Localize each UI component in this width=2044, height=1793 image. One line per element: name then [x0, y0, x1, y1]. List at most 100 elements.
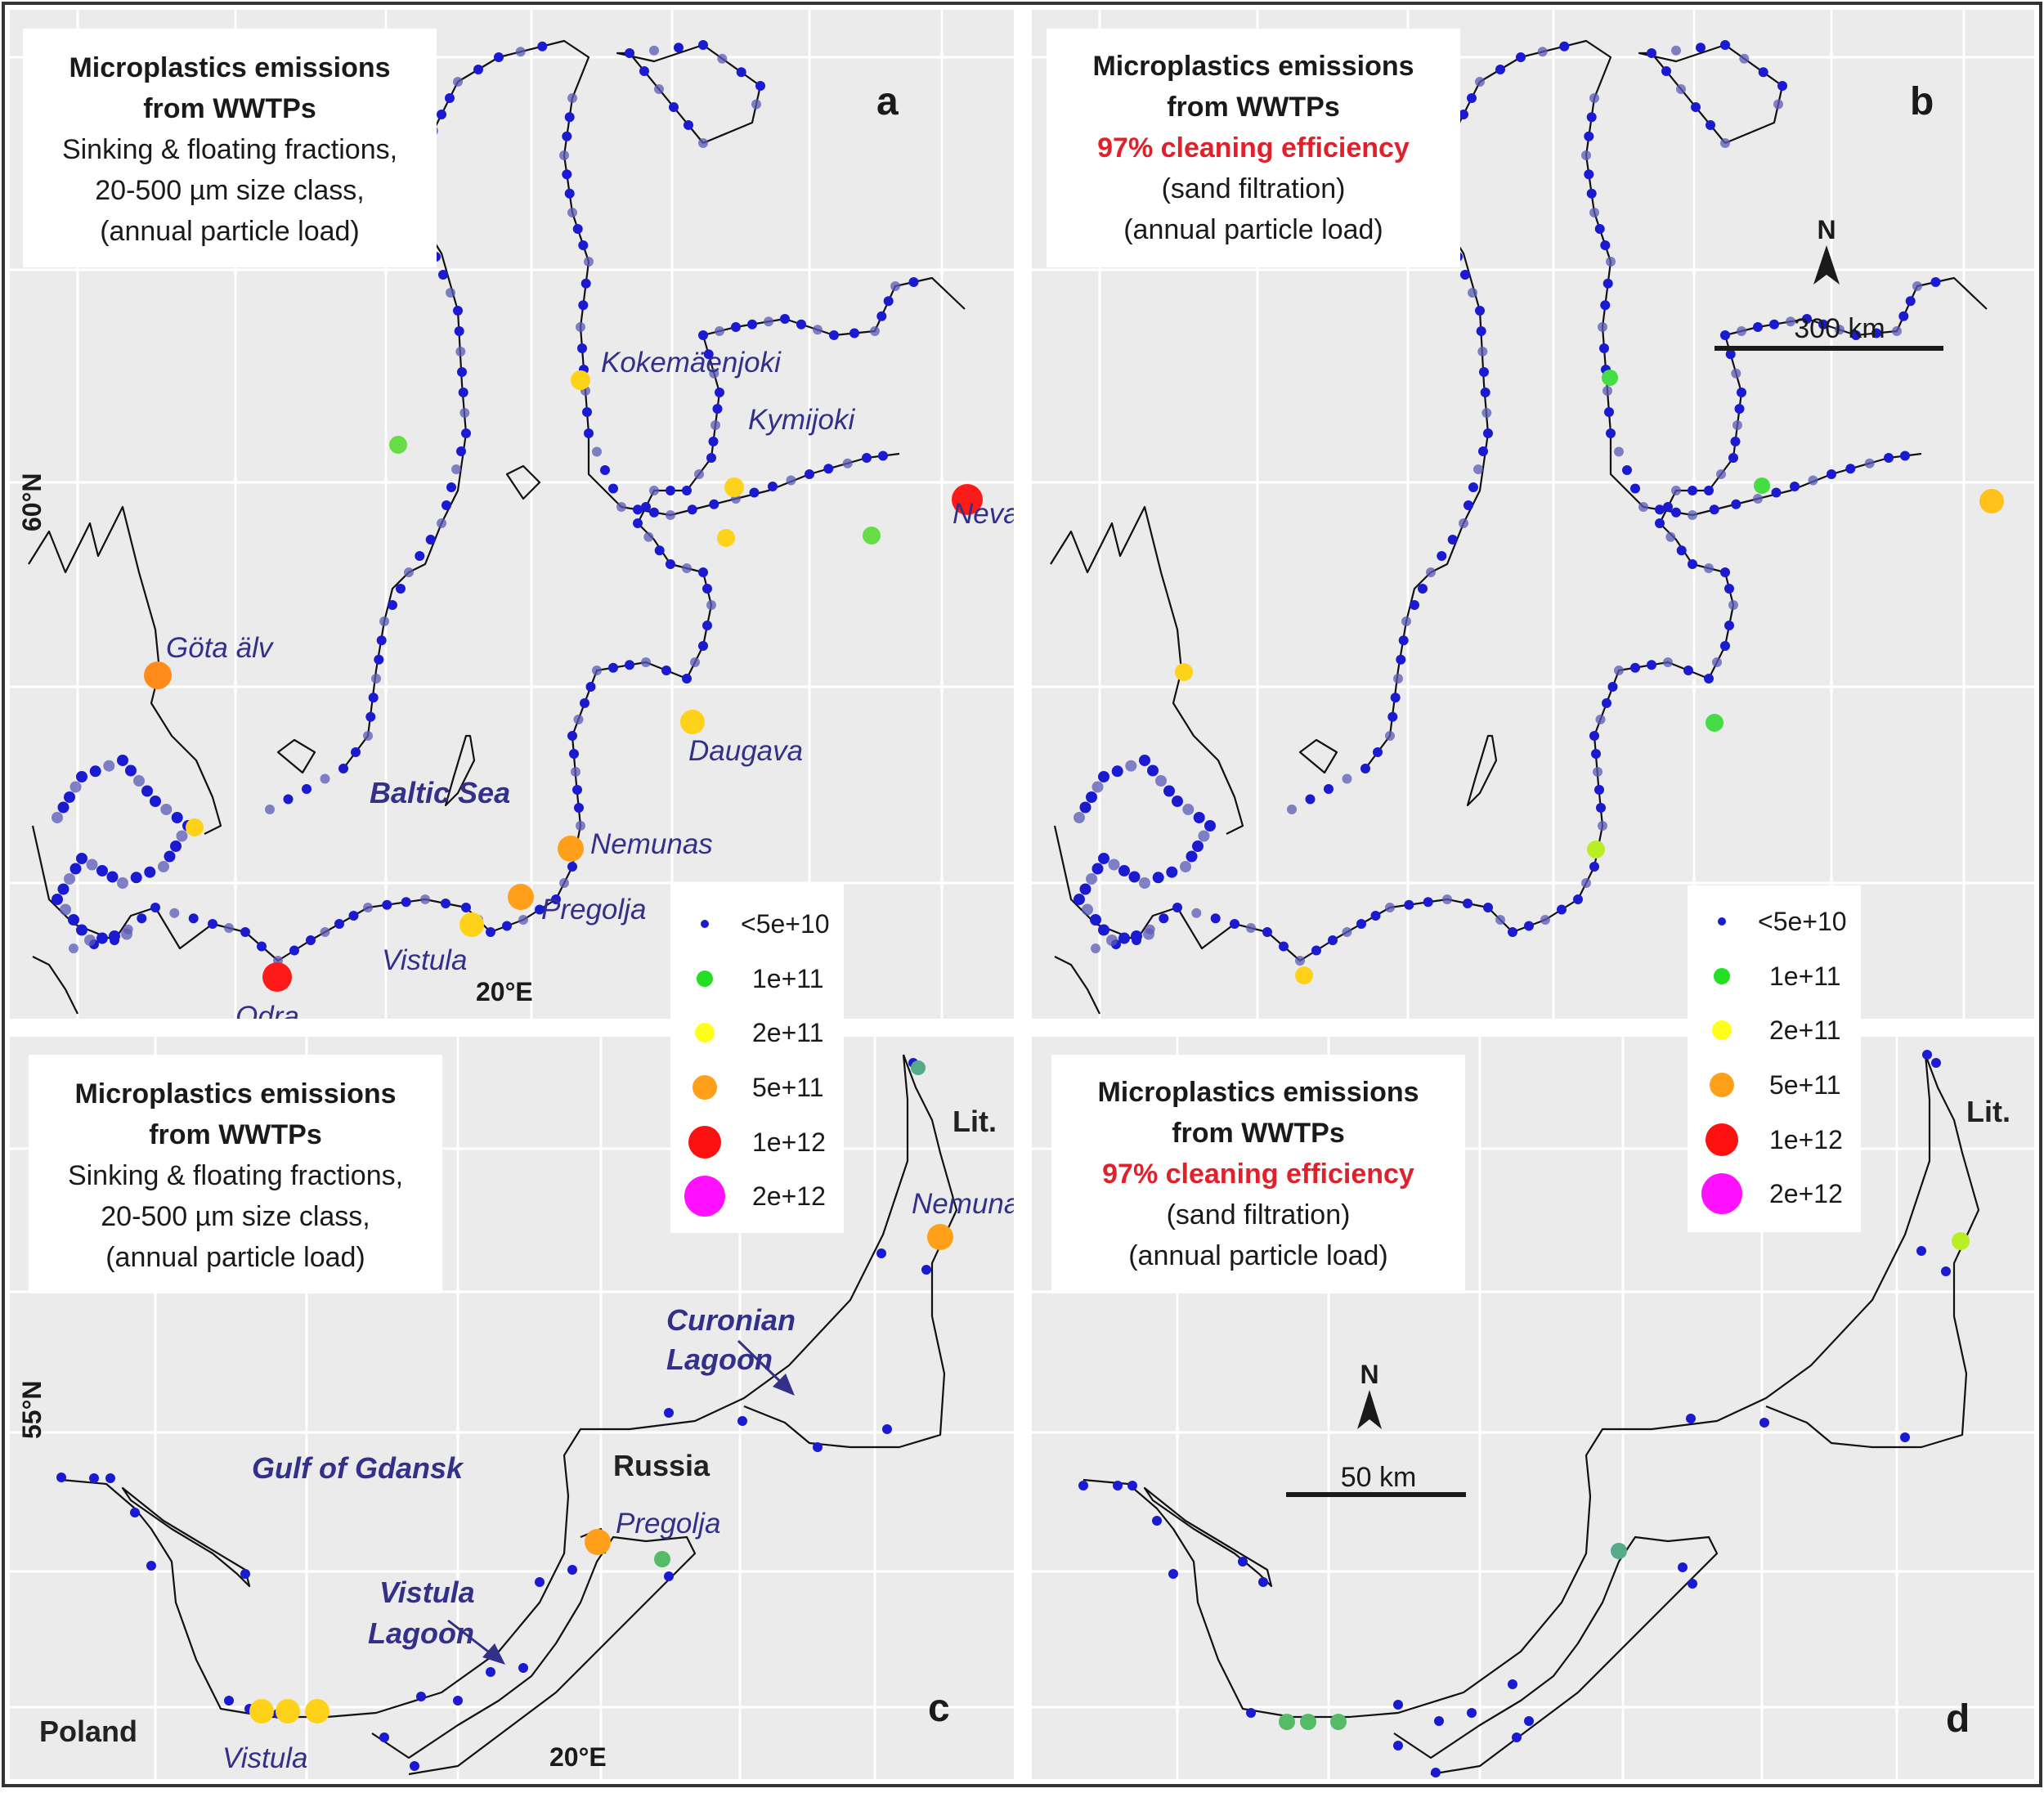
wwtp-marker	[1305, 794, 1316, 805]
wwtp-marker	[1557, 904, 1567, 915]
wwtp-marker	[890, 281, 900, 291]
wwtp-marker	[415, 551, 425, 561]
wwtp-marker	[600, 465, 610, 475]
wwtp-marker	[1663, 657, 1673, 667]
wwtp-marker	[780, 314, 790, 324]
wwtp-marker	[715, 388, 724, 397]
wwtp-marker	[1777, 81, 1787, 91]
panel-b-wwtp-markers	[1074, 40, 1941, 966]
wwtp-marker	[567, 93, 577, 103]
panel-c-labels: Lit. Nemunas Curonian Lagoon Gulf of Gda…	[17, 1105, 1014, 1774]
wwtp-marker	[1118, 865, 1130, 876]
wwtp-marker	[1600, 300, 1611, 311]
wwtp-marker	[1731, 368, 1741, 379]
wwtp-marker	[1192, 840, 1204, 852]
panel-letter-a: a	[876, 80, 899, 123]
wwtp-marker	[567, 208, 577, 217]
wwtp-marker	[437, 110, 446, 119]
wwtp-marker	[715, 326, 724, 336]
wwtp-marker	[176, 830, 188, 842]
marker-kokemaenjoki	[571, 370, 590, 390]
wwtp-marker	[664, 1408, 674, 1418]
wwtp-marker	[641, 657, 651, 667]
wwtp-marker	[121, 928, 132, 940]
legend-swatch-5	[1706, 1123, 1738, 1156]
wwtp-marker	[117, 755, 128, 766]
marker-kymijoki	[724, 477, 744, 497]
wwtp-marker	[169, 908, 180, 918]
wwtp-marker	[1476, 326, 1486, 336]
marker-green	[1300, 1714, 1316, 1730]
wwtp-marker	[1581, 878, 1591, 888]
wwtp-marker	[453, 77, 463, 87]
panel-b-large-markers	[1175, 370, 2004, 984]
wwtp-marker	[1683, 666, 1693, 675]
wwtp-marker	[535, 1577, 545, 1587]
wwtp-marker	[1074, 812, 1085, 823]
subtitle-line-3: (annual particle load)	[100, 216, 360, 247]
wwtp-marker	[574, 803, 584, 813]
wwtp-marker	[578, 300, 589, 311]
wwtp-marker	[1835, 325, 1845, 335]
wwtp-marker	[368, 693, 379, 703]
wwtp-marker	[649, 45, 659, 56]
wwtp-marker	[1186, 850, 1198, 863]
title-line-2: from WWTPs	[143, 93, 316, 124]
wwtp-marker	[1696, 43, 1706, 53]
wwtp-marker	[1663, 502, 1673, 512]
wwtp-marker	[1671, 45, 1681, 56]
panel-d-labels: Lit. d	[1946, 1095, 2010, 1741]
wwtp-marker	[473, 65, 483, 74]
wwtp-marker	[1931, 1058, 1941, 1068]
wwtp-marker	[461, 428, 471, 438]
panel-c-large-markers	[249, 1060, 953, 1724]
wwtp-marker	[1279, 941, 1289, 952]
wwtp-marker	[376, 635, 387, 646]
wwtp-marker	[690, 657, 700, 667]
wwtp-marker	[1591, 749, 1601, 759]
wwtp-marker	[486, 1667, 495, 1677]
wwtp-marker	[654, 545, 665, 556]
axis-label-lat: 55°N	[17, 1381, 47, 1440]
wwtp-marker	[1127, 1481, 1137, 1490]
wwtp-marker	[1671, 486, 1681, 495]
wwtp-marker	[1113, 1481, 1123, 1490]
wwtp-marker	[625, 660, 634, 670]
panel-d: N 50 km Lit. d Microplastics emissions f…	[1032, 1037, 2034, 1779]
wwtp-marker	[455, 347, 466, 356]
label-poland: Poland	[39, 1715, 137, 1748]
wwtp-marker	[1180, 861, 1191, 872]
wwtp-marker	[592, 666, 602, 675]
label-neva: Neva	[953, 498, 1020, 530]
wwtp-marker	[1671, 507, 1681, 518]
wwtp-marker	[320, 927, 330, 937]
wwtp-marker	[137, 913, 147, 924]
efficiency-line: 97% cleaning efficiency	[1102, 1159, 1414, 1190]
wwtp-marker	[616, 502, 626, 512]
marker-green	[911, 1060, 926, 1075]
wwtp-marker	[633, 518, 643, 528]
wwtp-marker	[1426, 567, 1436, 577]
wwtp-marker	[105, 1473, 115, 1483]
wwtp-marker	[1602, 386, 1612, 396]
wwtp-marker	[1734, 404, 1745, 414]
marker-green	[863, 527, 881, 545]
wwtp-marker	[1688, 510, 1697, 520]
wwtp-marker	[768, 482, 778, 491]
wwtp-marker	[486, 927, 495, 937]
wwtp-marker	[1090, 914, 1101, 926]
wwtp-marker	[643, 531, 654, 542]
wwtp-marker	[1258, 1577, 1268, 1587]
wwtp-marker	[710, 420, 720, 430]
wwtp-marker	[737, 1416, 747, 1426]
wwtp-marker	[1922, 1050, 1932, 1060]
wwtp-marker	[458, 388, 468, 397]
wwtp-marker	[576, 821, 585, 831]
wwtp-marker	[1728, 600, 1738, 610]
wwtp-marker	[661, 666, 671, 675]
marker-green	[1587, 840, 1605, 858]
wwtp-marker	[1459, 518, 1468, 528]
wwtp-marker	[1423, 897, 1433, 908]
wwtp-marker	[1168, 1569, 1178, 1579]
